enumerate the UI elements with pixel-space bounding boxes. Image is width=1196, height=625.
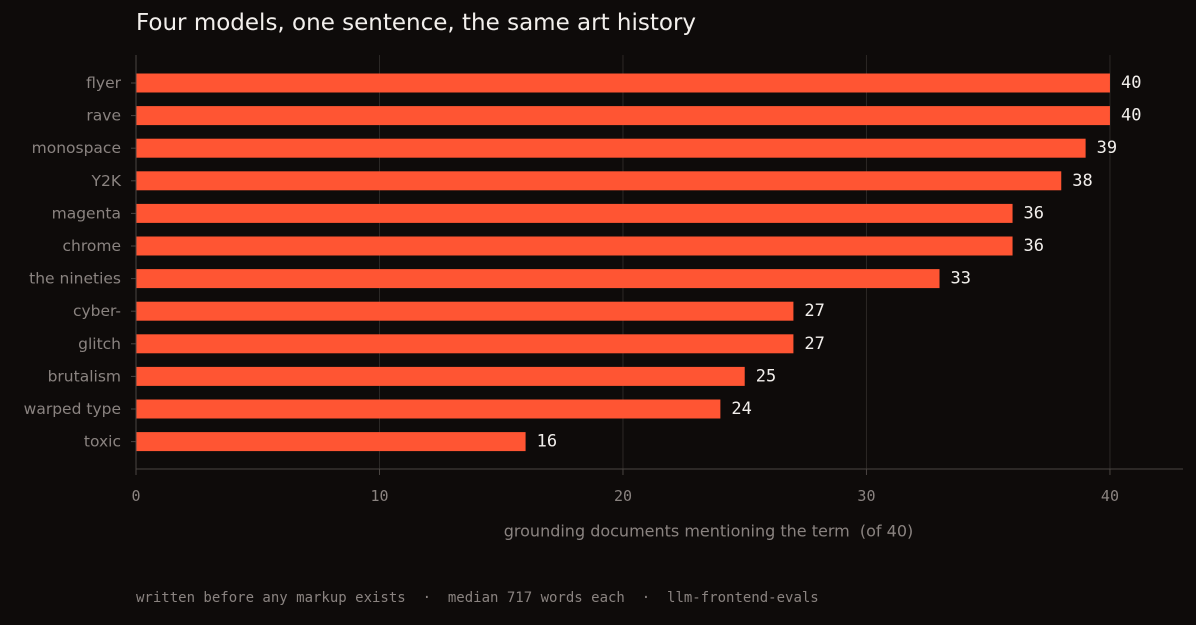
bar-magenta [136, 203, 1013, 223]
bar-the-nineties [136, 269, 940, 289]
value-label-cyber: 27 [804, 301, 824, 321]
value-label-flyer: 40 [1121, 73, 1141, 93]
category-label-chrome: chrome [63, 237, 122, 255]
category-label-the-nineties: the nineties [29, 270, 121, 288]
value-label-chrome: 36 [1024, 236, 1044, 256]
bar-rave [136, 106, 1110, 126]
category-label-flyer: flyer [86, 74, 121, 92]
bar-cyber [136, 301, 794, 321]
value-label-magenta: 36 [1024, 203, 1044, 223]
value-label-glitch: 27 [804, 334, 824, 354]
bar-warped-type [136, 399, 721, 419]
bar-brutalism [136, 366, 745, 386]
bar-toxic [136, 432, 526, 452]
x-tick-label-0: 0 [131, 487, 140, 505]
x-axis-label: grounding documents mentioning the term … [504, 522, 914, 541]
category-label-warped-type: warped type [24, 400, 121, 418]
bar-glitch [136, 334, 794, 354]
bar-chrome [136, 236, 1013, 256]
category-label-monospace: monospace [32, 139, 121, 157]
x-tick-label-20: 20 [614, 487, 632, 505]
value-label-the-nineties: 33 [951, 269, 971, 289]
x-tick-label-10: 10 [370, 487, 388, 505]
value-label-monospace: 39 [1097, 138, 1117, 158]
bar-flyer [136, 73, 1110, 93]
value-label-brutalism: 25 [756, 366, 776, 386]
category-label-brutalism: brutalism [48, 367, 121, 385]
value-label-toxic: 16 [537, 432, 557, 452]
x-tick-label-40: 40 [1101, 487, 1119, 505]
value-label-rave: 40 [1121, 106, 1141, 126]
chart-title: Four models, one sentence, the same art … [136, 10, 697, 36]
x-tick-label-30: 30 [857, 487, 875, 505]
bar-monospace [136, 138, 1086, 158]
category-label-rave: rave [86, 107, 121, 125]
value-label-y2k: 38 [1072, 171, 1092, 191]
footer-note: written before any markup exists · media… [136, 590, 819, 606]
category-label-magenta: magenta [52, 204, 121, 222]
category-label-y2k: Y2K [91, 172, 122, 190]
category-label-glitch: glitch [78, 335, 121, 353]
category-label-cyber: cyber- [73, 302, 121, 320]
bar-y2k [136, 171, 1062, 191]
value-label-warped-type: 24 [731, 399, 751, 419]
category-label-toxic: toxic [84, 433, 121, 451]
